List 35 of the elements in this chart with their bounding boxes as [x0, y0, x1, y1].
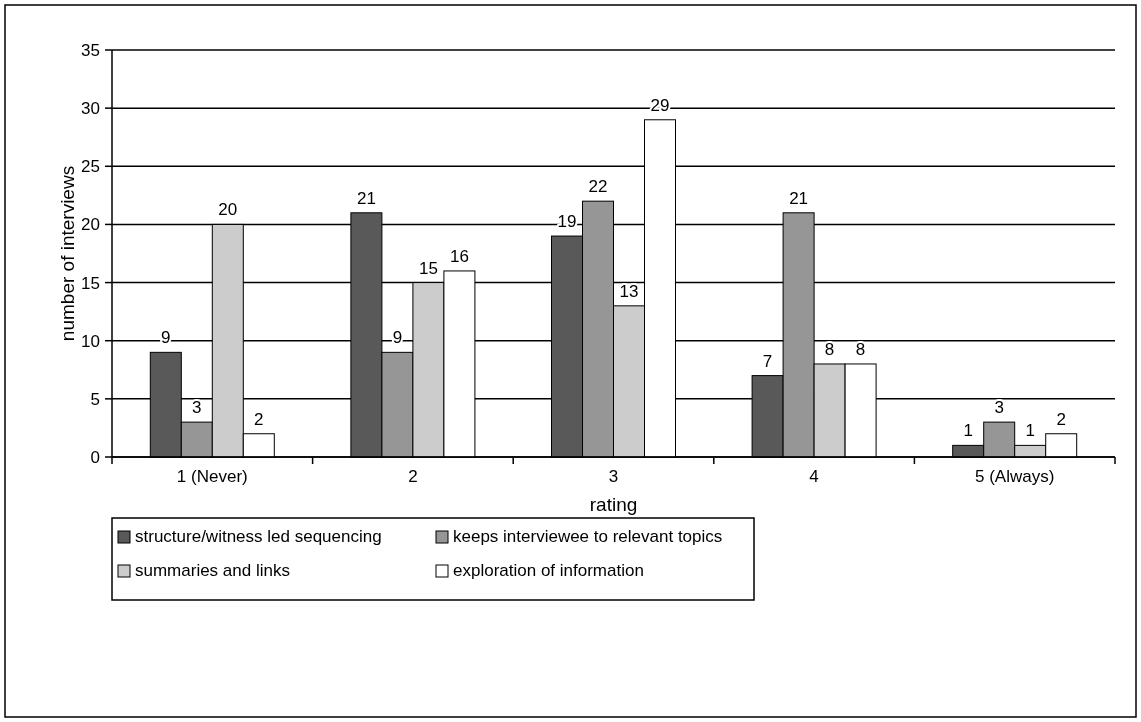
legend-label: structure/witness led sequencing	[135, 527, 382, 546]
data-label: 3	[192, 398, 202, 418]
data-label: 21	[789, 188, 809, 208]
data-label: 15	[418, 258, 438, 278]
legend-label: summaries and links	[135, 561, 290, 580]
data-label: 2	[254, 409, 264, 429]
x-tick-label: 4	[809, 467, 819, 486]
data-label: 21	[356, 188, 376, 208]
data-label: 20	[218, 200, 238, 220]
data-label: 3	[994, 398, 1004, 418]
y-tick-label: 20	[81, 215, 100, 235]
y-tick-label: 0	[90, 447, 100, 467]
data-label: 2	[1056, 409, 1066, 429]
data-label: 1	[963, 421, 973, 441]
y-axis-title: number of interviews	[57, 165, 78, 342]
data-label: 1	[1025, 421, 1035, 441]
x-tick-label: 1 (Never)	[176, 467, 248, 486]
x-tick-label: 3	[608, 467, 619, 486]
y-tick-label: 35	[81, 40, 100, 60]
x-tick-label: 5 (Always)	[975, 467, 1055, 486]
legend-label: exploration of information	[453, 561, 644, 580]
data-label: 8	[824, 339, 835, 359]
legend-label: keeps interviewee to relevant topics	[453, 527, 723, 546]
data-label: 7	[762, 351, 773, 371]
y-tick-label: 10	[81, 331, 100, 351]
data-label: 8	[855, 339, 866, 359]
y-tick-label: 5	[90, 389, 100, 409]
x-tick-label: 2	[408, 467, 418, 486]
y-tick-label: 30	[81, 99, 100, 119]
y-tick-label: 15	[81, 273, 100, 293]
data-label: 13	[619, 281, 639, 301]
y-tick-label: 25	[81, 157, 100, 177]
x-axis-title: rating	[589, 494, 638, 515]
data-label: 16	[449, 246, 469, 266]
data-label: 22	[588, 177, 608, 197]
